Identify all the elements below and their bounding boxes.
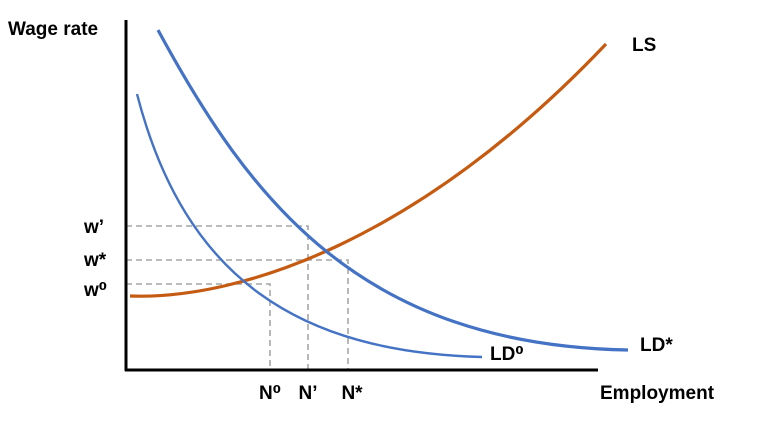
wage-label: w⁰ xyxy=(83,280,107,301)
y-axis-label: Wage rate xyxy=(8,19,98,40)
x-axis-label: Employment xyxy=(600,383,715,404)
employment-label: N⁰ xyxy=(259,383,281,404)
employment-label: N’ xyxy=(299,383,318,404)
demand-old-curve xyxy=(135,93,483,359)
wage-label: w* xyxy=(83,250,107,271)
wage-label: w’ xyxy=(83,217,104,238)
demand-new-label: LD* xyxy=(640,335,673,356)
demand-new-curve xyxy=(156,29,629,352)
guide-w-prime xyxy=(126,225,309,370)
employment-label: N* xyxy=(341,383,363,404)
guides xyxy=(126,225,349,370)
guide-w-star xyxy=(126,259,349,370)
supply-label: LS xyxy=(632,35,656,56)
supply-curve xyxy=(129,42,608,298)
demand-old-label: LD⁰ xyxy=(490,344,524,365)
guide-w-zero xyxy=(126,283,271,370)
